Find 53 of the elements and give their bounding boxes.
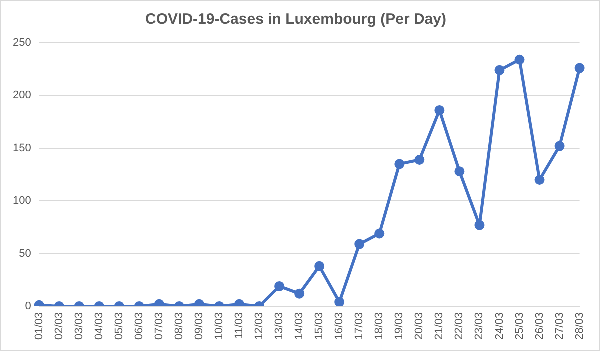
x-tick-label: 10/03 bbox=[214, 312, 226, 340]
point bbox=[154, 299, 164, 306]
point bbox=[574, 63, 585, 74]
x-tick-label: 16/03 bbox=[334, 312, 346, 340]
x-tick-label: 03/03 bbox=[73, 312, 86, 340]
point bbox=[454, 166, 465, 177]
x-tick-label: 15/03 bbox=[314, 312, 326, 340]
point bbox=[334, 297, 345, 306]
point bbox=[314, 261, 325, 272]
x-tick-label: 26/03 bbox=[534, 312, 546, 340]
point bbox=[514, 54, 525, 65]
point bbox=[494, 65, 505, 76]
y-tick-label: 250 bbox=[12, 37, 32, 50]
point bbox=[414, 154, 425, 165]
point bbox=[374, 228, 385, 239]
x-tick-label: 11/03 bbox=[234, 312, 246, 340]
y-tick-label: 100 bbox=[12, 195, 32, 208]
point bbox=[274, 281, 285, 292]
point bbox=[234, 299, 245, 306]
x-tick-label: 09/03 bbox=[194, 312, 206, 340]
x-tick-label: 24/03 bbox=[494, 312, 506, 340]
point bbox=[434, 105, 445, 116]
x-tick-label: 06/03 bbox=[133, 312, 146, 340]
point bbox=[194, 299, 204, 306]
point bbox=[394, 159, 405, 170]
y-tick-label: 200 bbox=[12, 90, 32, 102]
x-tick-label: 21/03 bbox=[434, 312, 446, 340]
x-tick-label: 20/03 bbox=[414, 312, 426, 340]
x-tick-label: 13/03 bbox=[274, 312, 286, 340]
point bbox=[554, 141, 565, 152]
x-tick-label: 28/03 bbox=[574, 312, 586, 340]
point bbox=[474, 220, 485, 230]
x-tick-label: 17/03 bbox=[354, 312, 366, 340]
x-tick-label: 01/03 bbox=[33, 312, 46, 340]
x-tick-label: 12/03 bbox=[254, 312, 266, 340]
x-tick-label: 04/03 bbox=[93, 312, 106, 340]
y-tick-label: 50 bbox=[19, 248, 32, 260]
chart-title: COVID-19-Cases in Luxembourg (Per Day) bbox=[146, 11, 446, 28]
x-tick-label: 23/03 bbox=[474, 312, 486, 340]
x-tick-label: 05/03 bbox=[113, 312, 126, 340]
x-tick-label: 08/03 bbox=[174, 312, 186, 340]
y-tick-label: 0 bbox=[25, 300, 32, 313]
x-tick-label: 27/03 bbox=[554, 312, 566, 340]
x-tick-label: 14/03 bbox=[294, 312, 306, 340]
point bbox=[534, 175, 545, 186]
y-tick-label: 150 bbox=[12, 142, 32, 154]
x-tick-label: 25/03 bbox=[514, 312, 526, 340]
x-tick-label: 07/03 bbox=[153, 312, 166, 340]
x-tick-label: 18/03 bbox=[374, 312, 386, 340]
x-tick-label: 22/03 bbox=[454, 312, 466, 340]
x-tick-label: 19/03 bbox=[394, 312, 406, 340]
x-tick-label: 02/03 bbox=[53, 312, 66, 340]
point bbox=[354, 239, 365, 250]
